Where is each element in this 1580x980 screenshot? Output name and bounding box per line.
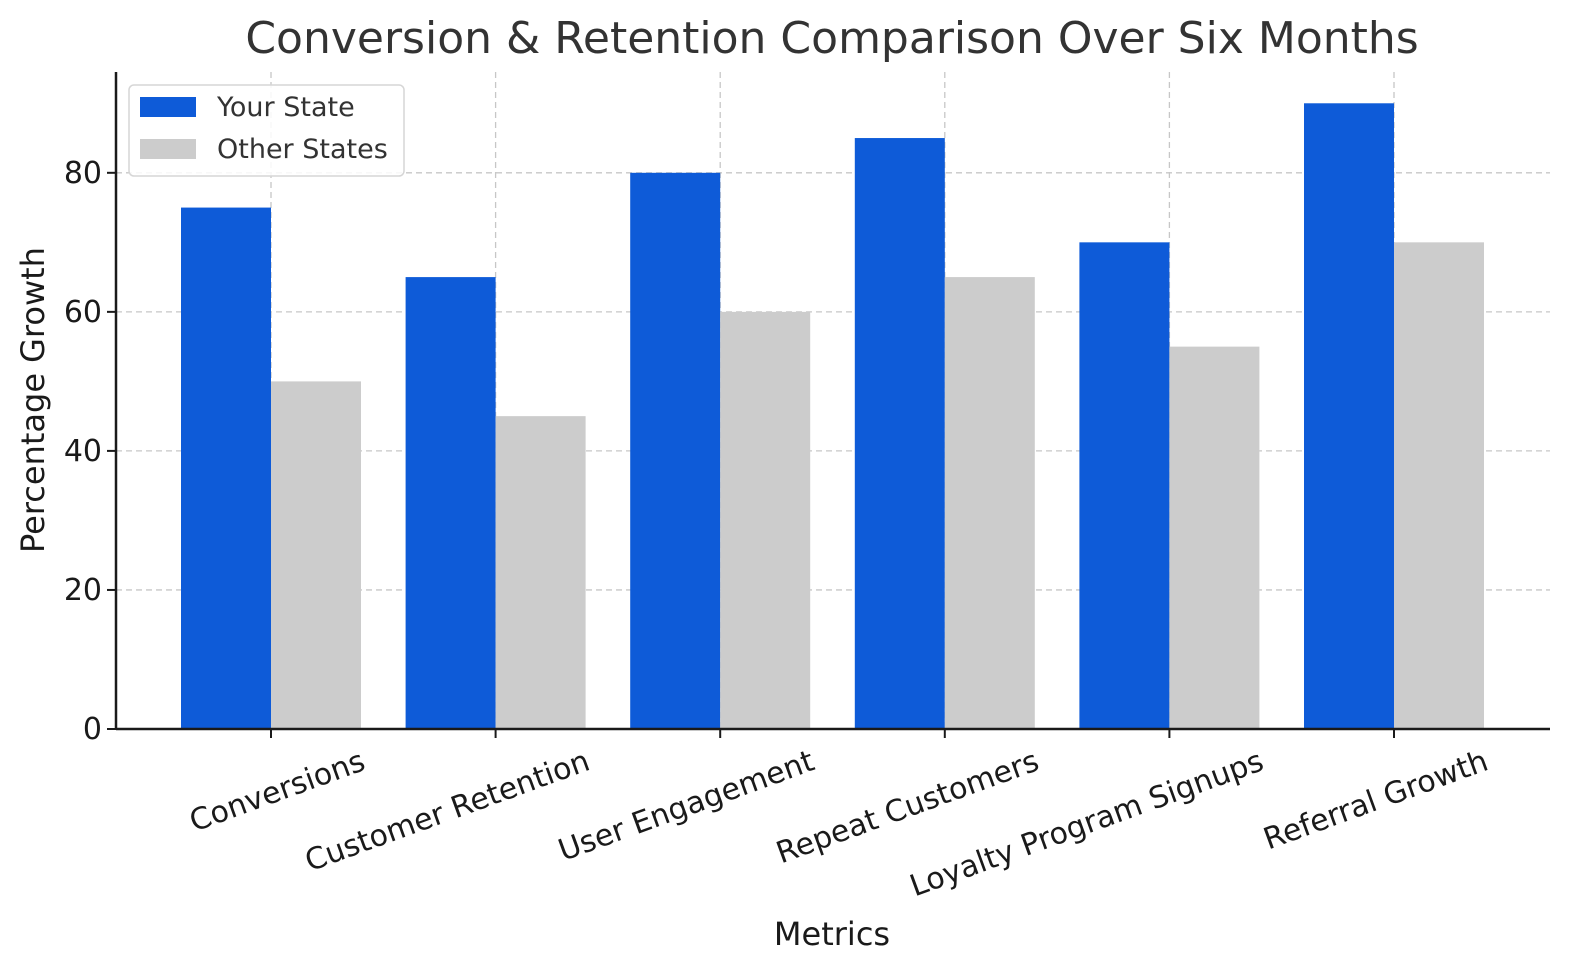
legend-swatch-other-states [140,139,196,159]
y-tick-labels: 0 20 40 60 80 [64,156,102,747]
y-tick-label: 80 [64,156,102,191]
y-tick-label: 20 [64,573,102,608]
bar-other-states-loyalty-program-signups [1169,346,1260,729]
axes [107,72,1550,738]
bar-other-states-conversions [271,381,361,729]
bar-other-states-customer-retention [495,416,586,729]
x-axis-label: Metrics [774,915,890,953]
x-tick-label: Loyalty Program Signups [905,744,1268,905]
bar-other-states-repeat-customers [944,277,1035,729]
bar-your-state-conversions [181,207,271,730]
legend: Your State Other States [128,84,405,177]
bars [181,103,1484,730]
bar-other-states-referral-growth [1394,242,1484,730]
y-tick-label: 60 [64,295,102,330]
chart-title: Conversion & Retention Comparison Over S… [245,13,1418,64]
legend-label-other-states: Other States [217,134,388,165]
legend-label-your-state: Your State [216,92,355,123]
bar-your-state-loyalty-program-signups [1079,242,1170,730]
legend-swatch-your-state [140,97,196,117]
y-tick-label: 40 [64,434,102,469]
y-axis-label: Percentage Growth [14,247,52,553]
bar-other-states-user-engagement [720,311,811,729]
bar-your-state-repeat-customers [854,138,945,730]
x-tick-label: Conversions [185,744,370,840]
x-tick-label: Referral Growth [1259,744,1493,858]
y-tick-label: 0 [83,712,102,747]
bar-your-state-user-engagement [630,172,721,730]
legend-box [128,84,405,177]
bar-your-state-customer-retention [405,277,496,729]
bar-your-state-referral-growth [1304,103,1394,730]
